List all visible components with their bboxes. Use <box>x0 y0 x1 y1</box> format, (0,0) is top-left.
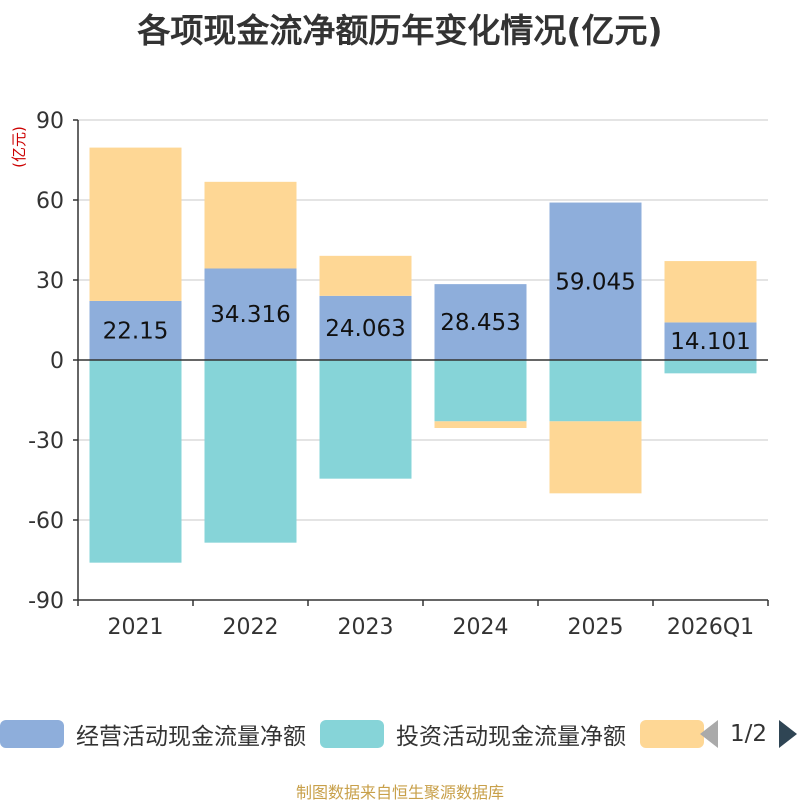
data-source-note: 制图数据来自恒生聚源数据库 <box>295 783 504 802</box>
legend: 经营活动现金流量净额 投资活动现金流量净额 1/2 <box>0 714 800 754</box>
bar-series1-2021 <box>89 360 182 563</box>
y-tick-label: 60 <box>36 189 64 214</box>
data-label-2023: 24.063 <box>325 316 405 342</box>
data-label-2021: 22.15 <box>103 318 169 344</box>
legend-label-investing: 投资活动现金流量净额 <box>396 724 626 750</box>
bar-series1-2023 <box>319 360 412 479</box>
bar-series2-2024 <box>434 421 527 428</box>
y-tick-label: 90 <box>36 109 64 134</box>
legend-page-indicator: 1/2 <box>730 721 768 747</box>
bar-series1-2024 <box>434 360 527 422</box>
next-page-arrow-icon[interactable] <box>779 720 798 748</box>
bar-series1-2025 <box>549 360 642 422</box>
bar-series1-2022 <box>204 360 297 543</box>
bar-series0-2026Q1 <box>664 322 757 360</box>
bar-series2-2025 <box>549 421 642 494</box>
data-label-2022: 34.316 <box>210 302 290 328</box>
x-tick-label: 2026Q1 <box>667 615 754 640</box>
y-tick-label: -90 <box>28 589 64 614</box>
y-tick-label: 30 <box>36 269 64 294</box>
bar-series0-2025 <box>549 202 642 360</box>
x-tick-label: 2021 <box>108 615 164 640</box>
bar-series2-2021 <box>89 147 182 301</box>
bar-series0-2022 <box>204 268 297 360</box>
bar-series2-2026Q1 <box>664 261 757 323</box>
x-tick-label: 2024 <box>453 615 509 640</box>
y-axis-unit-label: (亿元) <box>10 126 28 168</box>
legend-item-investing[interactable]: 投资活动现金流量净额 <box>320 714 626 754</box>
x-tick-label: 2023 <box>338 615 394 640</box>
bar-series0-2024 <box>434 284 527 360</box>
y-tick-label: -60 <box>28 509 64 534</box>
prev-page-arrow-icon[interactable] <box>700 720 718 748</box>
legend-item-financing[interactable] <box>640 714 704 754</box>
cash-flow-chart: 22.15 34.316 24.063 28.453 59.045 14.101 90 60 3… <box>10 109 769 640</box>
bar-series1-2026Q1 <box>664 360 757 374</box>
data-label-2025: 59.045 <box>555 269 635 295</box>
x-tick-label: 2022 <box>223 615 279 640</box>
legend-swatch-financing <box>640 720 704 748</box>
bar-series0-2021 <box>89 300 182 360</box>
bar-series0-2023 <box>319 295 412 360</box>
y-tick-label: 0 <box>50 349 64 374</box>
legend-swatch-investing <box>320 720 384 748</box>
y-tick-label: -30 <box>28 429 64 454</box>
legend-label-operating: 经营活动现金流量净额 <box>76 724 306 750</box>
data-label-2026Q1: 14.101 <box>670 329 750 355</box>
data-label-2024: 28.453 <box>440 310 520 336</box>
chart-title: 各项现金流净额历年变化情况(亿元) <box>137 11 663 50</box>
bar-series2-2022 <box>204 181 297 269</box>
bar-series2-2023 <box>319 255 412 296</box>
legend-swatch-operating <box>0 720 64 748</box>
legend-item-operating[interactable]: 经营活动现金流量净额 <box>0 714 306 754</box>
legend-pager: 1/2 <box>700 714 798 754</box>
x-tick-label: 2025 <box>568 615 624 640</box>
